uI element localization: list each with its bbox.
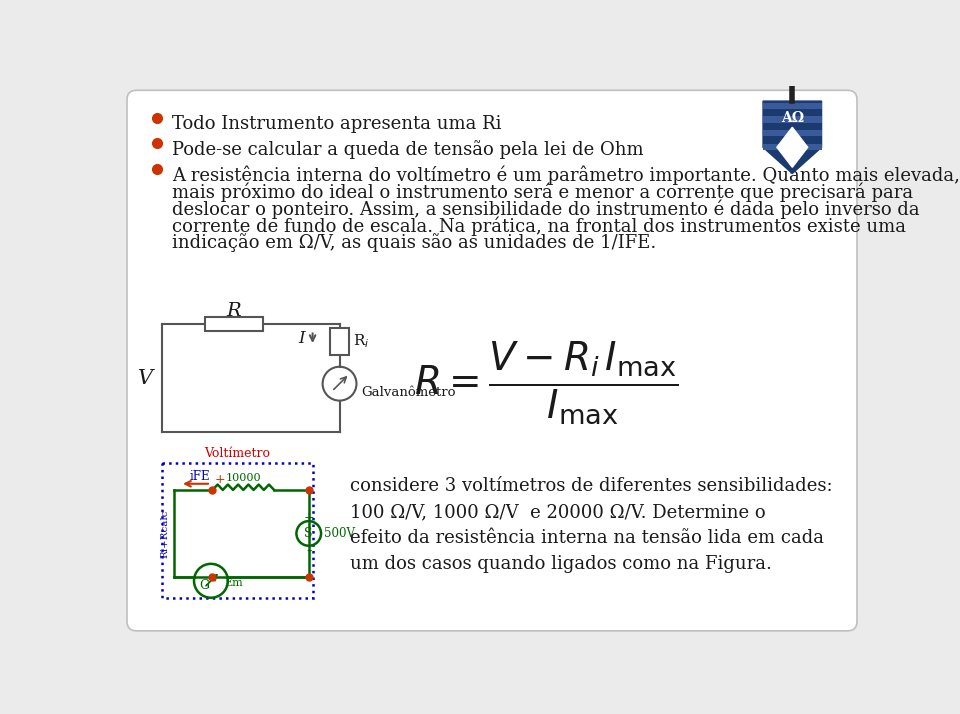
Text: I: I [299, 330, 305, 347]
Text: +: + [215, 473, 226, 486]
Bar [330, 328, 348, 355]
Text: mais próximo do ideal o instrumento será e menor a corrente que precisará para: mais próximo do ideal o instrumento será… [173, 183, 914, 202]
Polygon shape [786, 60, 799, 81]
Bar [763, 116, 822, 123]
Text: Pode-se calcular a queda de tensão pela lei de Ohm: Pode-se calcular a queda de tensão pela … [173, 141, 644, 159]
Text: efeito da resistência interna na tensão lida em cada: efeito da resistência interna na tensão … [349, 529, 824, 547]
Text: 100 Ω/V, 1000 Ω/V  e 20000 Ω/V. Determine o: 100 Ω/V, 1000 Ω/V e 20000 Ω/V. Determine… [349, 503, 765, 521]
Text: Galvanômetro: Galvanômetro [361, 386, 456, 399]
Text: um dos casos quando ligados como na Figura.: um dos casos quando ligados como na Figu… [349, 555, 772, 573]
Text: G: G [199, 579, 209, 592]
Text: Ri+Rcalc: Ri+Rcalc [160, 509, 169, 558]
Text: S: S [304, 527, 313, 540]
Text: considere 3 voltímetros de diferentes sensibilidades:: considere 3 voltímetros de diferentes se… [349, 477, 832, 495]
Text: corrente de fundo de escala. Na prática, na frontal dos instrumentos existe uma: corrente de fundo de escala. Na prática,… [173, 216, 906, 236]
Polygon shape [789, 64, 796, 76]
Text: AΩ: AΩ [780, 111, 804, 125]
Text: V: V [138, 368, 153, 388]
Text: +: + [303, 511, 314, 524]
Polygon shape [777, 127, 807, 167]
Text: 500V: 500V [324, 527, 355, 540]
Text: indicação em Ω/V, as quais são as unidades de 1/IFE.: indicação em Ω/V, as quais são as unidad… [173, 233, 657, 253]
Text: $R = \dfrac{V - R_i\,I_{\mathrm{max}}}{I_{\mathrm{max}}}$: $R = \dfrac{V - R_i\,I_{\mathrm{max}}}{I… [414, 338, 679, 426]
Text: -: - [306, 543, 311, 558]
Bar [763, 103, 822, 109]
Text: Voltímetro: Voltímetro [204, 447, 271, 461]
Text: Todo Instrumento apresenta uma Ri: Todo Instrumento apresenta uma Ri [173, 115, 502, 133]
Text: Em: Em [225, 578, 244, 588]
Text: 10000: 10000 [226, 473, 261, 483]
Polygon shape [763, 101, 822, 174]
Bar [763, 144, 822, 151]
Bar [204, 318, 262, 331]
Text: A resistência interna do voltímetro é um parâmetro importante. Quanto mais eleva: A resistência interna do voltímetro é um… [173, 166, 960, 185]
Text: R$_i$: R$_i$ [352, 333, 370, 350]
Bar [763, 131, 822, 136]
Text: R: R [227, 301, 241, 320]
FancyBboxPatch shape [127, 90, 857, 631]
Text: iFE: iFE [189, 470, 210, 483]
Text: deslocar o ponteiro. Assim, a sensibilidade do instrumento é dada pelo inverso d: deslocar o ponteiro. Assim, a sensibilid… [173, 200, 920, 219]
